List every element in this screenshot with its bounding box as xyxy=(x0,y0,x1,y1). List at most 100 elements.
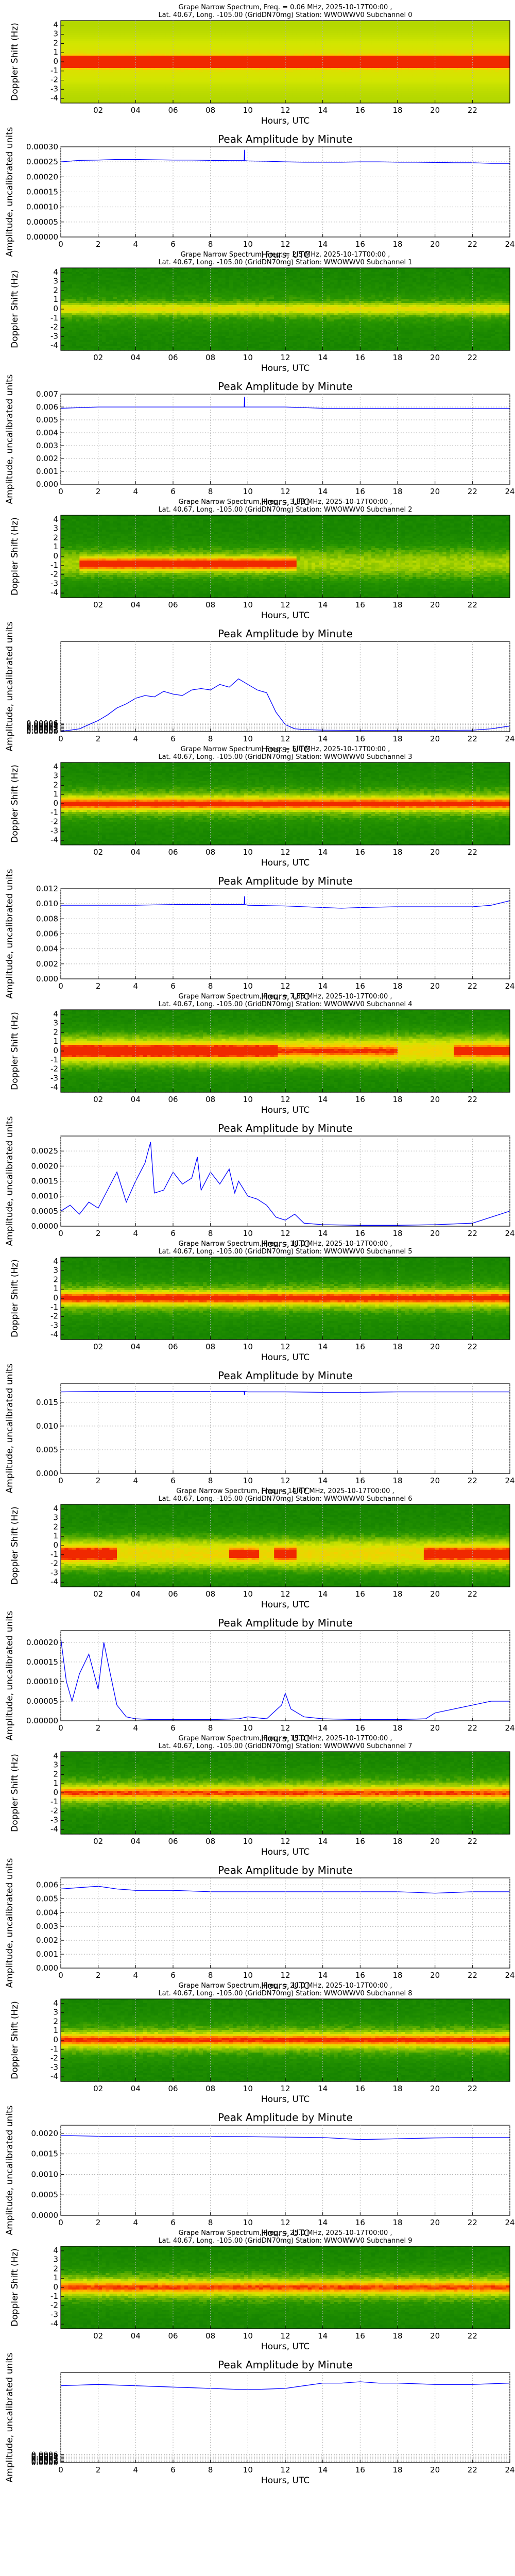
spectrogram-cell xyxy=(140,52,144,54)
spectrogram-cell xyxy=(121,66,125,69)
spectrogram-cell xyxy=(109,99,113,101)
spectrogram-cell xyxy=(94,43,98,46)
spectrogram-cell xyxy=(117,43,121,46)
spectrogram-cell xyxy=(125,89,129,91)
spectrogram-cell xyxy=(87,89,91,91)
spectrogram-cell xyxy=(125,60,129,62)
spectrogram-cell xyxy=(177,25,181,27)
spectrogram-cell xyxy=(177,68,181,71)
spectrogram-cell xyxy=(211,64,215,66)
spectrogram-cell xyxy=(109,43,113,46)
spectrogram-cell xyxy=(98,54,102,56)
spectrogram-cell xyxy=(61,27,65,29)
spectrogram-cell xyxy=(76,43,80,46)
spectrogram-cell xyxy=(218,39,222,42)
spectrogram-cell xyxy=(61,35,65,38)
spectrogram-cell xyxy=(207,62,211,64)
spectrogram-cell xyxy=(83,56,88,58)
spectrogram-cell xyxy=(207,47,211,50)
spectrogram-cell xyxy=(125,43,129,46)
spectrogram-cell xyxy=(177,23,181,25)
spectrogram-cell xyxy=(184,89,188,91)
spectrogram-cell xyxy=(165,62,169,64)
spectrogram-cell xyxy=(150,97,154,99)
spectrogram-cell xyxy=(158,95,162,97)
spectrogram-cell xyxy=(158,45,162,48)
spectrogram-cell xyxy=(64,87,68,89)
spectrogram-cell xyxy=(203,60,207,62)
spectrogram-cell xyxy=(102,62,106,64)
spectrogram-cell xyxy=(79,89,83,91)
spectrogram-cell xyxy=(135,80,140,83)
spectrogram-cell xyxy=(211,93,215,95)
spectrogram-cell xyxy=(162,23,166,25)
spectrogram-cell xyxy=(61,74,65,77)
spectrogram-cell xyxy=(128,70,132,73)
spectrogram-cell xyxy=(150,25,154,27)
spectrogram-cell xyxy=(83,99,88,101)
spectrogram-cell xyxy=(140,27,144,29)
spectrogram-cell xyxy=(218,62,222,64)
spectrogram-cell xyxy=(91,84,95,87)
spectrogram-cell xyxy=(121,29,125,31)
spectrogram-cell xyxy=(221,72,226,75)
spectrogram-cell xyxy=(203,52,207,54)
spectrogram-cell xyxy=(61,82,65,85)
spectrogram-cell xyxy=(61,56,65,58)
spectrogram-cell xyxy=(207,39,211,42)
spectrogram-cell xyxy=(117,82,121,85)
spectrogram-cell xyxy=(83,27,88,29)
spectrogram-cell xyxy=(87,84,91,87)
spectrogram-cell xyxy=(61,23,65,25)
spectrogram-cell xyxy=(72,89,76,91)
spectrogram-cell xyxy=(173,35,177,38)
spectrogram-cell xyxy=(68,66,73,69)
spectrogram-cell xyxy=(188,60,192,62)
spectrogram-cell xyxy=(72,80,76,83)
spectrogram-cell xyxy=(79,66,83,69)
spectrogram-cell xyxy=(72,58,76,60)
spectrogram-cell xyxy=(91,78,95,81)
spectrogram-cell xyxy=(106,78,110,81)
spectrogram-cell xyxy=(173,43,177,46)
spectrogram-cell xyxy=(61,84,65,87)
spectrogram-cell xyxy=(94,76,98,79)
spectrogram-cell xyxy=(181,52,185,54)
spectrogram-cell xyxy=(79,76,83,79)
spectrogram-cell xyxy=(154,37,159,40)
spectrogram-cell xyxy=(188,82,192,85)
spectrogram-cell xyxy=(132,89,136,91)
spectrogram-cell xyxy=(117,27,121,29)
spectrogram-cell xyxy=(87,68,91,71)
spectrogram-cell xyxy=(135,52,140,54)
spectrogram-cell xyxy=(83,29,88,31)
spectrogram-cell xyxy=(218,52,222,54)
spectrogram-cell xyxy=(173,47,177,50)
spectrogram-cell xyxy=(102,39,106,42)
spectrogram-cell xyxy=(117,74,121,77)
spectrogram-cell xyxy=(68,39,73,42)
spectrogram-cell xyxy=(91,35,95,38)
spectrogram-cell xyxy=(196,31,200,33)
spectrogram-cell xyxy=(121,49,125,52)
spectrogram-cell xyxy=(125,93,129,95)
spectrogram-cell xyxy=(64,56,68,58)
spectrogram-cell xyxy=(214,41,218,44)
spectrogram-cell xyxy=(147,58,151,60)
spectrogram-cell xyxy=(207,68,211,71)
spectrogram-cell xyxy=(173,95,177,97)
spectrogram-cell xyxy=(68,47,73,50)
spectrogram-cell xyxy=(203,35,207,38)
spectrogram-cell xyxy=(109,27,113,29)
spectrogram-cell xyxy=(94,62,98,64)
spectrogram-cell xyxy=(64,70,68,73)
spectrogram-cell xyxy=(147,37,151,40)
spectrogram-cell xyxy=(83,95,88,97)
spectrogram-cell xyxy=(154,21,159,23)
spectrogram-cell xyxy=(196,37,200,40)
spectrogram-cell xyxy=(83,31,88,33)
spectrogram-cell xyxy=(87,52,91,54)
spectrogram-cell xyxy=(140,21,144,23)
spectrogram-cell xyxy=(196,52,200,54)
spectrogram-cell xyxy=(207,60,211,62)
